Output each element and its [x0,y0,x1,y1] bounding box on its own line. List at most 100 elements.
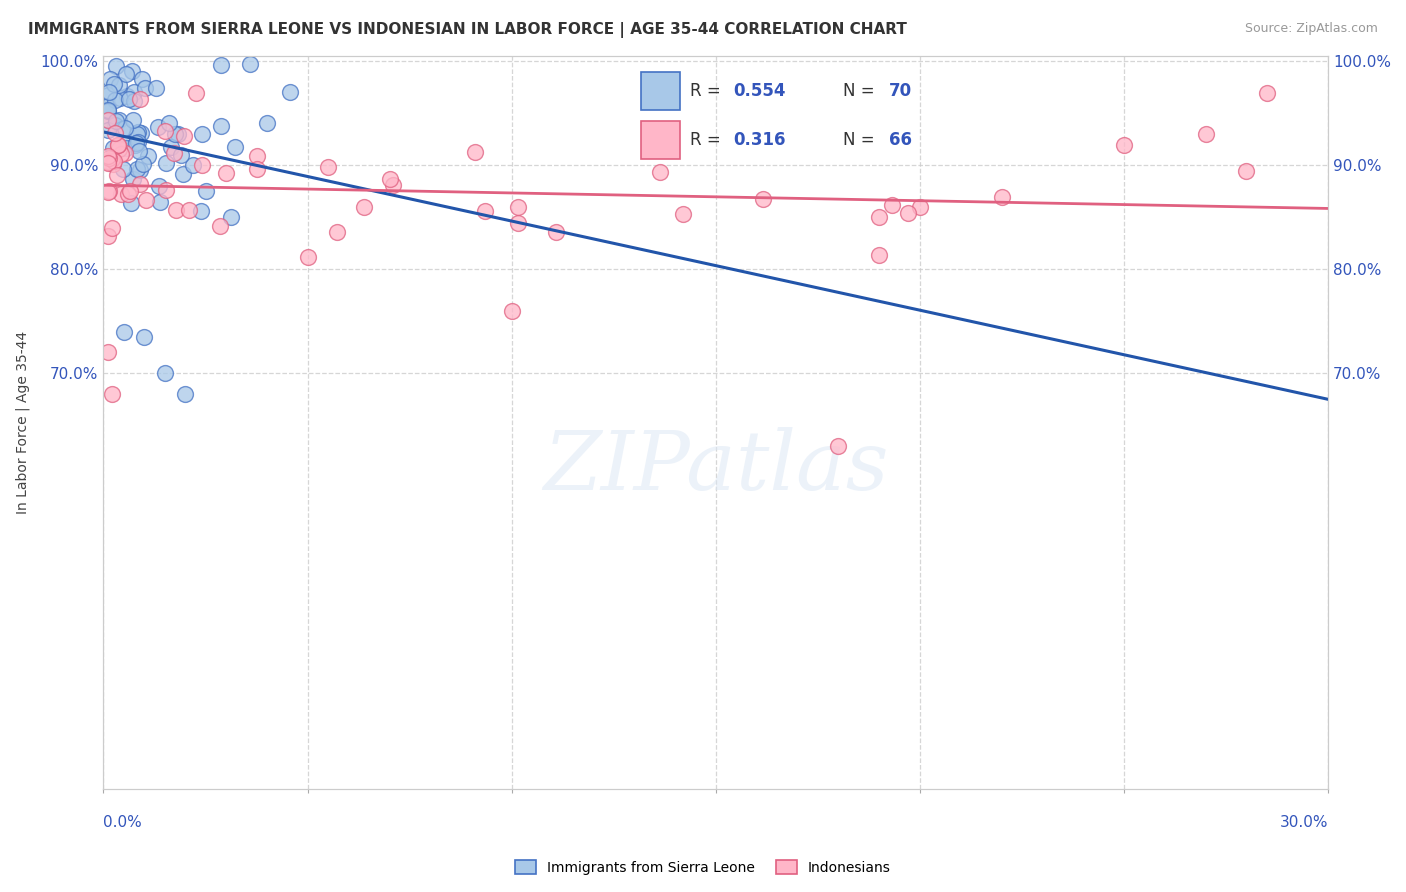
Point [114,145,136,160]
Point [378,172,401,186]
Point [209,120,232,134]
Point [96,112,118,127]
Point [103,141,125,155]
Point [104,93,127,107]
Point [153,366,176,380]
Point [501,304,523,318]
Point [105,169,128,183]
Point [121,64,143,78]
Point [110,187,132,202]
Point [107,138,129,153]
Point [163,145,186,160]
Point [107,138,129,153]
Point [170,148,193,162]
Point [827,439,849,453]
Point [246,161,269,176]
Point [101,152,124,166]
Point [104,114,127,128]
Point [134,330,156,344]
Point [96,99,118,113]
Point [128,177,150,191]
Point [990,189,1012,203]
Point [101,157,124,171]
Point [191,127,214,141]
Point [165,127,187,141]
Point [868,211,890,225]
Point [280,85,302,99]
Point [464,145,486,159]
Point [114,141,136,155]
Point [155,156,177,170]
Point [544,225,567,239]
Point [191,158,214,172]
Point [1195,127,1218,141]
Point [128,162,150,177]
Point [108,78,131,93]
Point [127,127,149,141]
Point [104,118,127,132]
Point [96,155,118,169]
Point [96,113,118,128]
Point [897,205,920,219]
Point [115,136,138,150]
Point [297,250,319,264]
Point [1236,163,1258,178]
Point [101,221,124,235]
Point [96,345,118,359]
Point [752,192,775,206]
Point [155,183,177,197]
Point [190,204,212,219]
Point [215,166,238,180]
Point [124,85,146,99]
Point [160,140,183,154]
Point [165,203,187,218]
Point [134,81,156,95]
Point [125,136,148,150]
Point [195,184,218,198]
Point [98,184,121,198]
Point [166,127,188,141]
Point [131,71,153,86]
Point [209,58,232,72]
Point [184,86,207,100]
Point [239,57,262,71]
Point [96,123,118,137]
Point [174,387,197,401]
Point [103,153,125,168]
Point [318,160,340,174]
Point [148,179,170,194]
Point [118,92,141,106]
Point [177,202,200,217]
Point [96,149,118,163]
Point [108,142,131,156]
Point [326,225,349,239]
Point [181,158,204,172]
Point [97,185,120,199]
Point [155,124,177,138]
Point [908,200,931,214]
Point [107,112,129,127]
Point [97,103,120,117]
Point [122,94,145,108]
Point [117,186,139,201]
Point [129,92,152,106]
Point [127,125,149,139]
Point [132,157,155,171]
Point [172,168,194,182]
Point [115,89,138,103]
Point [173,128,195,143]
Point [97,151,120,165]
Point [100,72,122,87]
Point [110,146,132,161]
Y-axis label: In Labor Force | Age 35-44: In Labor Force | Age 35-44 [15,331,30,514]
Point [100,387,122,401]
Point [96,103,118,118]
Point [105,59,128,73]
Point [648,165,671,179]
Text: Source: ZipAtlas.com: Source: ZipAtlas.com [1244,22,1378,36]
Point [1112,137,1135,152]
Point [96,153,118,168]
Point [111,122,134,136]
Point [122,112,145,127]
Point [96,87,118,102]
